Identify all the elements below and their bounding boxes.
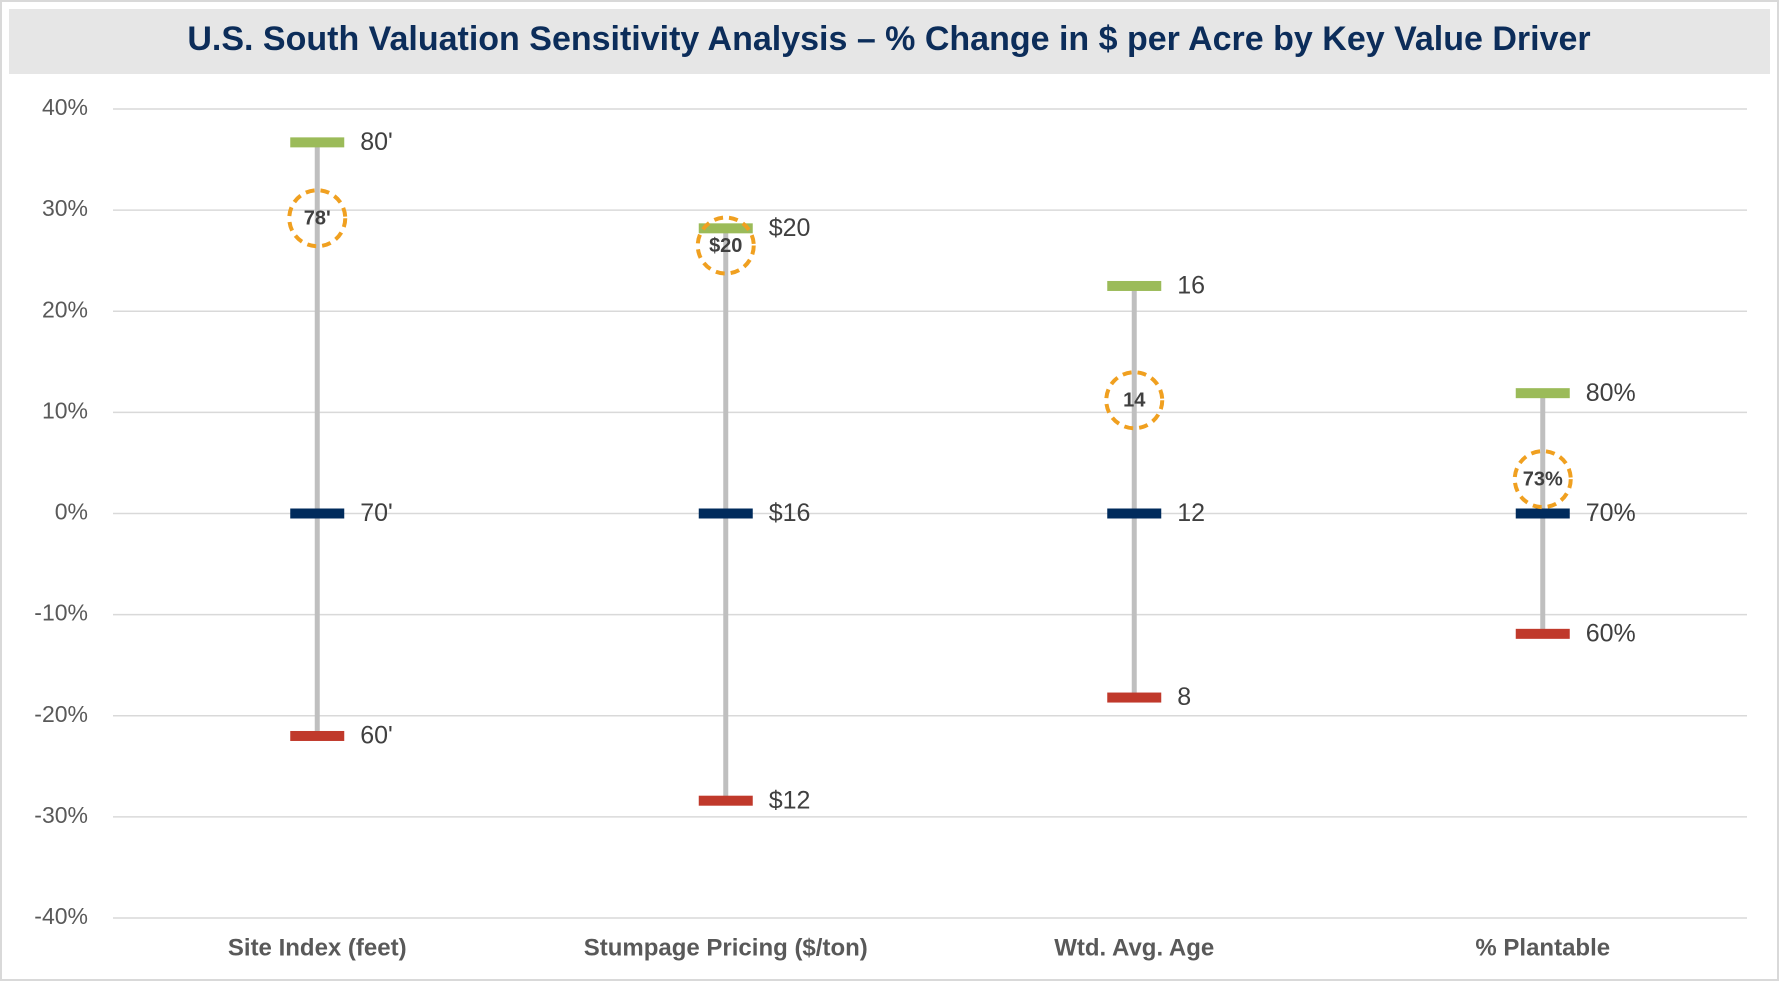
value-label: 8 xyxy=(1177,683,1191,711)
marker xyxy=(1107,280,1162,291)
value-label: 80% xyxy=(1586,379,1636,407)
marker xyxy=(290,137,345,148)
current-label: 73% xyxy=(1523,468,1563,490)
marker xyxy=(1515,628,1570,639)
value-label: $16 xyxy=(769,499,811,527)
x-tick-label: Wtd. Avg. Age xyxy=(1054,934,1214,961)
x-tick-label: Site Index (feet) xyxy=(228,934,407,961)
marker xyxy=(1107,508,1162,519)
y-tick-label: -10% xyxy=(34,600,88,626)
value-label: $20 xyxy=(769,214,811,242)
marker xyxy=(1515,388,1570,399)
value-label: 60' xyxy=(360,722,393,750)
current-label: $20 xyxy=(709,235,742,257)
y-tick-label: 10% xyxy=(42,397,88,423)
y-tick-label: -30% xyxy=(34,802,88,828)
marker xyxy=(698,508,753,519)
x-tick-label: % Plantable xyxy=(1475,934,1610,961)
marker xyxy=(1107,692,1162,703)
value-label: 60% xyxy=(1586,619,1636,647)
current-marker xyxy=(287,188,348,249)
chart-title: U.S. South Valuation Sensitivity Analysi… xyxy=(187,20,1590,58)
current-label: 14 xyxy=(1123,390,1146,412)
value-label: 80' xyxy=(360,128,393,156)
marker xyxy=(698,223,753,234)
current-marker xyxy=(695,215,756,276)
marker xyxy=(290,730,345,741)
value-label: 12 xyxy=(1177,499,1205,527)
y-tick-label: 40% xyxy=(42,94,88,120)
marker xyxy=(1515,508,1570,519)
value-label: 70' xyxy=(360,499,393,527)
title-bar xyxy=(9,9,1770,74)
marker xyxy=(290,508,345,519)
y-tick-label: 30% xyxy=(42,195,88,221)
y-tick-label: 20% xyxy=(42,296,88,322)
current-label: 78' xyxy=(304,207,331,229)
current-marker xyxy=(1512,449,1573,510)
marker xyxy=(698,795,753,806)
y-tick-label: -20% xyxy=(34,701,88,727)
x-tick-label: Stumpage Pricing ($/ton) xyxy=(584,934,868,961)
value-label: 70% xyxy=(1586,499,1636,527)
current-marker xyxy=(1104,370,1165,431)
value-label: 16 xyxy=(1177,272,1205,300)
y-tick-label: -40% xyxy=(34,903,88,929)
y-tick-label: 0% xyxy=(55,499,88,525)
value-label: $12 xyxy=(769,786,811,814)
